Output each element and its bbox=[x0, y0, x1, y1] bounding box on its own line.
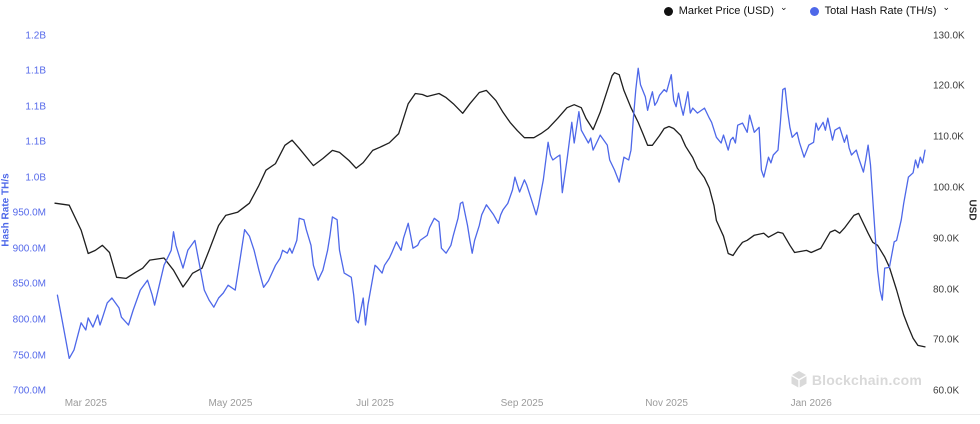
x-axis-divider bbox=[0, 414, 980, 415]
right-axis-tick: 80.0K bbox=[933, 284, 960, 296]
watermark-text: Blockchain.com bbox=[811, 371, 922, 388]
left-axis-tick: 1.1B bbox=[25, 65, 46, 77]
legend-label-market-price: Market Price (USD) bbox=[678, 5, 775, 17]
left-axis-tick: 850.0M bbox=[12, 278, 46, 290]
right-axis-tick: 60.0K bbox=[933, 385, 960, 397]
left-axis-tick: 700.0M bbox=[12, 385, 46, 397]
left-axis-tick: 1.1B bbox=[25, 136, 46, 148]
hash-rate-dot-icon bbox=[809, 6, 819, 16]
left-axis-tick: 750.0M bbox=[12, 350, 46, 362]
chart-legend: Market Price (USD) ⌄ Total Hash Rate (TH… bbox=[663, 1, 950, 17]
right-axis-tick: 90.0K bbox=[933, 233, 960, 245]
legend-label-hash-rate: Total Hash Rate (TH/s) bbox=[824, 5, 937, 17]
right-axis-title: USD bbox=[966, 199, 978, 221]
left-axis-tick: 900.0M bbox=[12, 243, 46, 255]
blockchain-watermark: Blockchain.com bbox=[791, 371, 922, 388]
right-axis-tick: 70.0K bbox=[933, 334, 960, 346]
blockchain-logo-icon bbox=[791, 371, 807, 388]
series-line-hash-rate bbox=[56, 67, 926, 360]
right-axis-tick: 120.0K bbox=[933, 80, 965, 92]
legend-item-hash-rate[interactable]: Total Hash Rate (TH/s) ⌄ bbox=[809, 1, 950, 17]
legend-item-market-price[interactable]: Market Price (USD) ⌄ bbox=[663, 1, 788, 17]
right-axis-tick: 110.0K bbox=[933, 131, 964, 143]
chevron-down-icon: ⌄ bbox=[780, 1, 788, 12]
x-axis-tick: Sep 2025 bbox=[500, 398, 544, 409]
series-line-market-price bbox=[54, 72, 926, 348]
right-axis-tick: 130.0K bbox=[933, 30, 965, 42]
x-axis-tick: Nov 2025 bbox=[645, 398, 688, 409]
left-axis-tick: 1.1B bbox=[25, 101, 46, 113]
x-axis-tick: Jan 2026 bbox=[790, 398, 832, 409]
left-axis-tick: 950.0M bbox=[12, 207, 46, 219]
x-axis-tick: Mar 2025 bbox=[64, 398, 107, 409]
right-axis-tick: 100.0K bbox=[933, 182, 965, 194]
left-axis-tick: 1.0B bbox=[25, 172, 46, 184]
x-axis-tick: May 2025 bbox=[208, 398, 253, 409]
left-axis-tick: 1.2B bbox=[25, 30, 46, 42]
left-axis-tick: 800.0M bbox=[12, 314, 46, 326]
market-price-dot-icon bbox=[663, 6, 673, 16]
chevron-down-icon: ⌄ bbox=[942, 1, 950, 12]
x-axis-tick: Jul 2025 bbox=[356, 398, 394, 409]
left-axis-title: Hash Rate TH/s bbox=[0, 173, 12, 247]
